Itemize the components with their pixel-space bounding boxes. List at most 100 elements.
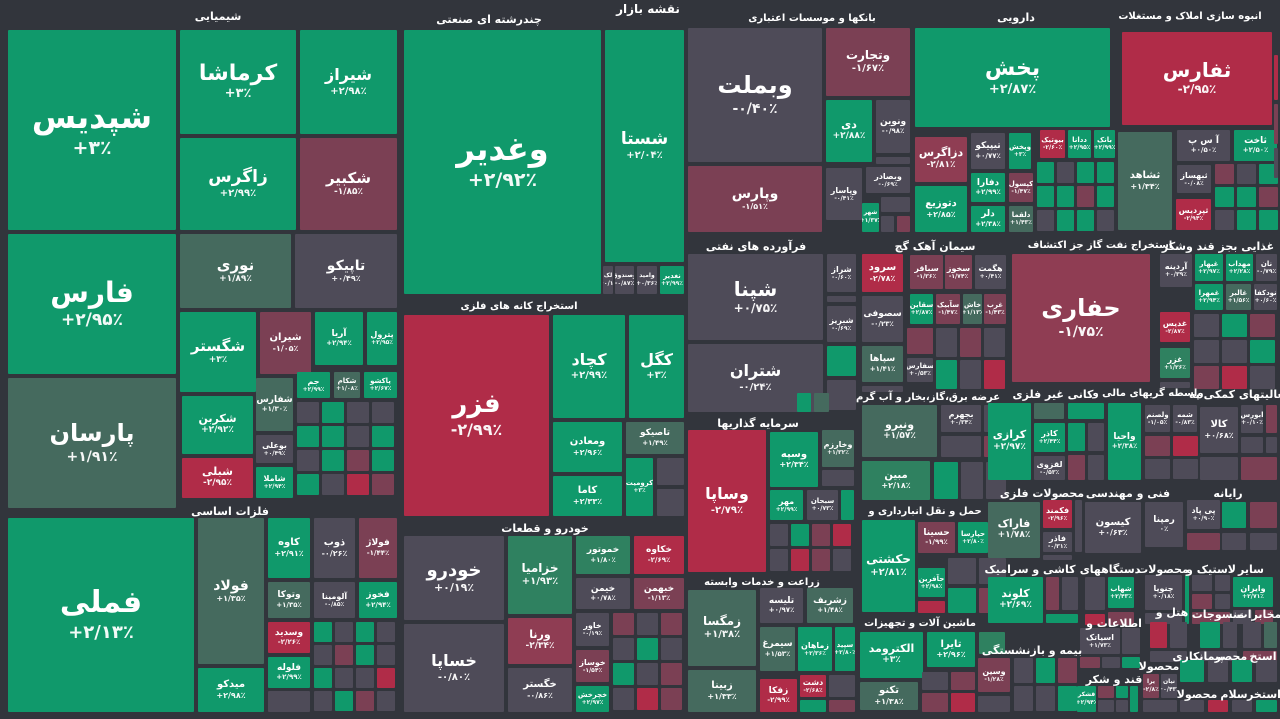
stock-cell-مهر[interactable]: مهر +۲/۹۹٪ [770,490,803,520]
mini-stock-tile[interactable] [1243,622,1261,648]
stock-cell-حآفرین[interactable]: حآفرین +۲/۹۸٪ [918,568,945,597]
stock-cell-کاوه[interactable]: کاوه +۲/۹۱٪ [268,518,310,578]
stock-cell-غدیس[interactable]: غدیس -۲/۸۷٪ [1160,312,1190,342]
mini-stock-tile[interactable] [984,360,1005,389]
stock-cell-تیپیکو[interactable]: تیپیکو +۰/۷۷٪ [971,133,1005,169]
mini-stock-tile[interactable] [1274,148,1278,178]
stock-cell-شکبیر[interactable]: شکبیر -۱/۸۵٪ [300,138,397,230]
mini-stock-tile[interactable] [1255,610,1273,624]
stock-cell-کلوند[interactable]: کلوند +۲/۶۹٪ [988,577,1043,623]
stock-cell-وساپا[interactable]: وساپا -۲/۷۹٪ [688,430,766,572]
mini-stock-tile[interactable] [1259,164,1278,184]
mini-stock-tile[interactable] [881,216,894,232]
stock-cell-پخش[interactable]: پخش +۲/۸۷٪ [915,28,1110,127]
stock-cell-دفارا[interactable]: دفارا +۲/۹۹٪ [971,173,1005,202]
mini-stock-tile[interactable] [1046,577,1059,610]
stock-cell-حپارسا[interactable]: حپارسا +۲/۸۰٪ [958,522,988,553]
mini-stock-tile[interactable] [907,328,933,354]
mini-stock-tile[interactable] [322,426,344,447]
mini-stock-tile[interactable] [1215,210,1234,230]
stock-cell-خوساز[interactable]: خوساز -۱/۵۴٪ [576,650,609,682]
stock-cell-غالبر[interactable]: غالبر +۱/۵۶٪ [1226,284,1251,310]
mini-stock-tile[interactable] [1237,187,1256,207]
stock-cell-شپدیس[interactable]: شپدیس +۳٪ [8,30,176,230]
mini-stock-tile[interactable] [372,402,394,423]
stock-cell-شیران[interactable]: شیران -۱/۰۵٪ [260,312,311,374]
stock-cell-فولاد[interactable]: فولاد +۱/۳۵٪ [198,518,264,664]
mini-stock-tile[interactable] [377,668,395,688]
mini-stock-tile[interactable] [372,474,394,495]
mini-stock-tile[interactable] [613,688,634,710]
mini-stock-tile[interactable] [770,549,788,571]
stock-cell-آریا[interactable]: آریا +۲/۹۴٪ [315,312,363,365]
stock-cell-بانک[interactable]: بانک +۲/۹۹٪ [1094,130,1115,158]
mini-stock-tile[interactable] [1062,577,1078,610]
mini-stock-tile[interactable] [322,402,344,423]
mini-stock-tile[interactable] [335,622,353,642]
stock-cell-سقاین[interactable]: سقاین +۲/۸۷٪ [910,294,933,324]
stock-cell-رمپنا[interactable]: رمپنا ۰٪ [1145,502,1183,547]
mini-stock-tile[interactable] [1180,700,1204,712]
stock-cell-شیراز[interactable]: شیراز +۲/۹۸٪ [300,30,397,134]
mini-stock-tile[interactable] [841,490,854,520]
mini-stock-tile[interactable] [1215,164,1234,184]
mini-stock-tile[interactable] [1145,436,1170,456]
stock-cell-ولصنم[interactable]: ولصنم -۱/۰۵٪ [1145,405,1170,432]
stock-cell-وخارزم[interactable]: وخارزم +۱/۳۲٪ [822,430,854,467]
mini-stock-tile[interactable] [876,157,910,164]
stock-cell-حکشتی[interactable]: حکشتی +۲/۸۱٪ [862,520,915,612]
mini-stock-tile[interactable] [1098,686,1114,698]
mini-stock-tile[interactable] [637,688,658,710]
stock-cell-غرب[interactable]: غرب -۱/۴۳٪ [984,294,1006,324]
stock-cell-شمه[interactable]: شمه -۰/۸۳٪ [1173,405,1197,432]
stock-cell-سرود[interactable]: سرود -۲/۷۸٪ [862,254,903,292]
stock-cell-شکام[interactable]: شکام +۱/۰۸٪ [334,372,360,398]
mini-stock-tile[interactable] [322,474,344,495]
stock-cell-فاذر[interactable]: فاذر -۰/۳۱٪ [1043,532,1072,552]
mini-stock-tile[interactable] [948,588,976,613]
stock-cell-زشریف[interactable]: زشریف +۱/۴۸٪ [807,588,853,623]
mini-stock-tile[interactable] [637,638,658,660]
stock-cell-واحیا[interactable]: واحیا +۲/۳۸٪ [1108,403,1141,480]
stock-cell-وسدید[interactable]: وسدید -۲/۲۶٪ [268,622,310,653]
mini-stock-tile[interactable] [922,672,948,690]
stock-cell-خکاوه[interactable]: خکاوه -۲/۶۹٪ [634,536,684,574]
mini-stock-tile[interactable] [800,700,826,712]
mini-stock-tile[interactable] [951,693,975,712]
stock-cell-مهداب[interactable]: مهداب +۲/۲۸٪ [1226,254,1253,281]
stock-cell-پارسان[interactable]: پارسان +۱/۹۱٪ [8,378,176,508]
mini-stock-tile[interactable] [1037,210,1054,231]
mini-stock-tile[interactable] [827,380,856,410]
mini-stock-tile[interactable] [1057,210,1074,231]
mini-stock-tile[interactable] [827,346,856,376]
mini-stock-tile[interactable] [1274,104,1278,144]
mini-stock-tile[interactable] [941,436,981,457]
mini-stock-tile[interactable] [1068,403,1104,419]
stock-cell-فخوز[interactable]: فخوز +۲/۹۴٪ [359,582,397,618]
stock-cell-سآبیک[interactable]: سآبیک -۱/۴۷٪ [936,294,960,324]
stock-cell-غبهار[interactable]: غبهار +۲/۹۷٪ [1195,254,1223,281]
mini-stock-tile[interactable] [1143,700,1177,712]
mini-stock-tile[interactable] [613,663,634,685]
mini-stock-tile[interactable] [1241,457,1277,480]
stock-cell-خودرو[interactable]: خودرو +۰/۱۹٪ [404,536,504,620]
mini-stock-tile[interactable] [814,393,829,412]
mini-stock-tile[interactable] [1194,314,1219,337]
stock-cell-سپاها[interactable]: سپاها +۱/۴۱٪ [862,346,903,382]
mini-stock-tile[interactable] [1116,700,1128,712]
stock-cell-چنوپا[interactable]: چنوپا +۰/۱۸٪ [1145,575,1182,610]
mini-stock-tile[interactable] [1116,686,1128,698]
stock-cell-شبریز[interactable]: شبریز -۰/۶۹٪ [827,306,856,342]
stock-cell-وپاسار[interactable]: وپاسار -۰/۴۱٪ [826,168,862,220]
mini-stock-tile[interactable] [1192,575,1212,591]
mini-stock-tile[interactable] [1097,210,1114,231]
mini-stock-tile[interactable] [347,450,369,471]
mini-stock-tile[interactable] [1037,162,1054,183]
stock-cell-زبینا[interactable]: زبینا +۱/۳۳٪ [688,670,756,712]
mini-stock-tile[interactable] [613,638,634,660]
stock-cell-الکترومد[interactable]: الکترومد +۳٪ [860,632,923,678]
stock-cell-جم[interactable]: جم +۲/۹۹٪ [297,372,330,398]
mini-stock-tile[interactable] [1259,210,1278,230]
mini-stock-tile[interactable] [1173,436,1198,456]
mini-stock-tile[interactable] [1014,658,1033,683]
